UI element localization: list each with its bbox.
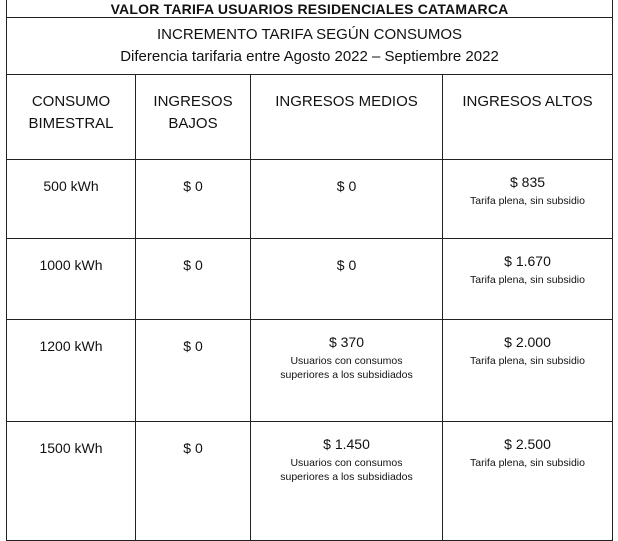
cell: $ 0 [250, 238, 443, 320]
cell: $ 835 Tarifa plena, sin subsidio [441, 159, 614, 239]
row: 1500 kWh $ 0 $ 1.450 Usuarios con consumos … [6, 421, 614, 541]
cell-value: $ 1.450 [323, 436, 370, 452]
cell-value: $ 835 [509, 174, 546, 190]
cell-value: $ 0 [336, 257, 357, 273]
cell: $ 370 Usuarios con consumos superiores a … [250, 319, 443, 422]
cell: $ 0 [135, 421, 251, 541]
header-cell: INGRESOS BAJOS [135, 74, 251, 160]
cell: $ 0 [135, 159, 251, 239]
cell: $ 2.500 Tarifa plena, sin subsidio [441, 421, 614, 541]
page: VALOR TARIFA USUARIOS RESIDENCIALES CATA… [5, 0, 614, 541]
cell-note: Usuarios con consumos superiores a los s… [280, 457, 413, 483]
row: 500 kWh $ 0 $ 0 $ 835 Tarifa plena, sin subs… [6, 159, 614, 239]
cell: 500 kWh [6, 159, 136, 239]
header-row: CONSUMO BIMESTRAL INGRESOS BAJOS INGRESOS … [6, 74, 614, 160]
cell-value: 1500 kWh [39, 440, 103, 456]
cell: 1200 kWh [6, 319, 136, 422]
cell-note: Usuarios con consumos superiores a los s… [280, 355, 413, 381]
cell-value: $ 2.000 [504, 334, 551, 350]
cell-value: 500 kWh [43, 178, 99, 194]
tariff-table: VALOR TARIFA USUARIOS RESIDENCIALES CATA… [5, 0, 614, 541]
cell: $ 0 [135, 319, 251, 422]
header-cell: CONSUMO BIMESTRAL [6, 74, 136, 160]
header-cell: INGRESOS MEDIOS [250, 74, 443, 160]
subtitle-cell: INCREMENTO TARIFA SEGÚN CONSUMOS Diferen… [5, 17, 614, 75]
cell-note: Tarifa plena, sin subsidio [470, 457, 585, 469]
cell-note: Tarifa plena, sin subsidio [470, 355, 585, 367]
cell-value: $ 370 [328, 334, 365, 350]
cell: $ 0 [250, 159, 443, 239]
cell-value: 1000 kWh [39, 257, 103, 273]
subtitle: INCREMENTO TARIFA SEGÚN CONSUMOS [156, 26, 463, 43]
cell-value: $ 0 [183, 338, 203, 354]
cell-note: Tarifa plena, sin subsidio [470, 274, 585, 286]
row: 1200 kWh $ 0 $ 370 Usuarios con consumos su… [6, 319, 614, 422]
table-wrap: VALOR TARIFA USUARIOS RESIDENCIALES CATA… [5, 0, 614, 541]
row: 1000 kWh $ 0 $ 0 $ 1.670 Tarifa plena, sin s… [6, 238, 614, 320]
cell: 1500 kWh [6, 421, 136, 541]
cell-value: $ 1.670 [504, 253, 551, 269]
cell-value: $ 0 [183, 440, 203, 456]
cell-note: Tarifa plena, sin subsidio [470, 195, 585, 207]
cell-value: $ 0 [183, 178, 203, 194]
cell: $ 1.450 Usuarios con consumos superiores … [250, 421, 443, 541]
cell-value: $ 0 [183, 257, 203, 273]
cell: $ 0 [135, 238, 251, 320]
cell: 1000 kWh [6, 238, 136, 320]
cell-value: $ 2.500 [504, 436, 551, 452]
cell-value: 1200 kWh [39, 338, 103, 354]
caption: Diferencia tarifaria entre Agosto 2022 –… [120, 48, 499, 65]
header-cell: INGRESOS ALTOS [441, 74, 614, 160]
title: VALOR TARIFA USUARIOS RESIDENCIALES CATA… [5, 0, 614, 18]
cell: $ 2.000 Tarifa plena, sin subsidio [441, 319, 614, 422]
cell-value: $ 0 [336, 178, 357, 194]
cell: $ 1.670 Tarifa plena, sin subsidio [441, 238, 614, 320]
